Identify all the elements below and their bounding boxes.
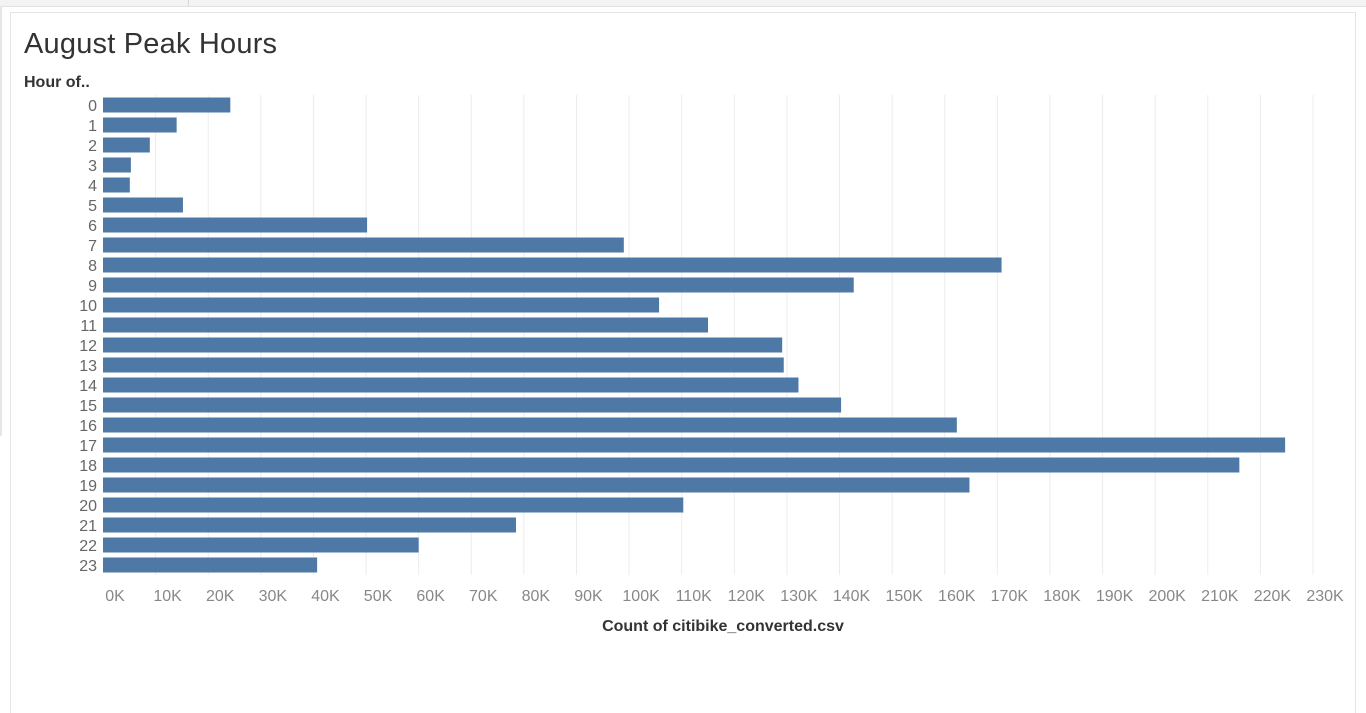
y-tick-label[interactable]: 7 [88, 238, 97, 255]
x-tick-label: 100K [622, 588, 660, 605]
y-tick-label[interactable]: 22 [79, 538, 97, 555]
y-tick-label[interactable]: 1 [88, 118, 97, 135]
y-tick-label[interactable]: 0 [88, 98, 97, 115]
y-tick-label[interactable]: 20 [79, 498, 97, 515]
bar-hour-2[interactable] [103, 137, 150, 153]
bars [103, 97, 1286, 573]
x-tick-label: 200K [1148, 588, 1186, 605]
x-tick-label: 70K [469, 588, 498, 605]
gridlines [155, 95, 1314, 575]
y-tick-label[interactable]: 9 [88, 278, 97, 295]
y-tick-label[interactable]: 21 [79, 518, 97, 535]
bar-hour-22[interactable] [103, 537, 419, 553]
x-tick-label: 140K [833, 588, 871, 605]
bar-hour-23[interactable] [103, 557, 318, 573]
x-tick-label: 230K [1306, 588, 1344, 605]
x-tick-label: 40K [311, 588, 340, 605]
y-tick-label[interactable]: 11 [80, 318, 97, 335]
y-tick-label[interactable]: 15 [79, 398, 97, 415]
x-tick-label: 220K [1254, 588, 1292, 605]
x-tick-label: 180K [1043, 588, 1081, 605]
bar-hour-3[interactable] [103, 157, 131, 173]
y-tick-label[interactable]: 4 [88, 178, 97, 195]
y-tick-label[interactable]: 10 [79, 298, 97, 315]
bar-hour-5[interactable] [103, 197, 183, 213]
top-tab[interactable] [0, 0, 189, 6]
y-tick-label[interactable]: 14 [79, 378, 97, 395]
bar-hour-9[interactable] [103, 277, 854, 293]
bar-hour-7[interactable] [103, 237, 624, 253]
bar-hour-8[interactable] [103, 257, 1002, 273]
bar-hour-4[interactable] [103, 177, 130, 193]
x-tick-label: 120K [728, 588, 766, 605]
x-tick-label: 160K [938, 588, 976, 605]
left-edge [0, 6, 2, 436]
y-tick-label[interactable]: 16 [79, 418, 97, 435]
x-tick-label: 150K [885, 588, 923, 605]
bar-hour-15[interactable] [103, 397, 842, 413]
y-tick-label[interactable]: 6 [88, 218, 97, 235]
x-tick-label: 50K [364, 588, 393, 605]
top-tab-strip [0, 0, 1366, 7]
x-tick-label: 170K [991, 588, 1029, 605]
bar-hour-14[interactable] [103, 377, 799, 393]
chart-title: August Peak Hours [24, 28, 278, 60]
bar-hour-19[interactable] [103, 477, 970, 493]
x-tick-label: 30K [259, 588, 288, 605]
y-axis-title[interactable]: Hour of.. [24, 74, 90, 91]
x-tick-label: 0K [105, 588, 125, 605]
y-tick-label[interactable]: 19 [79, 478, 97, 495]
bar-hour-21[interactable] [103, 517, 516, 533]
y-tick-label[interactable]: 3 [88, 158, 97, 175]
y-tick-label[interactable]: 5 [88, 198, 97, 215]
y-tick-label[interactable]: 8 [88, 258, 97, 275]
y-tick-label[interactable]: 17 [79, 438, 97, 455]
bar-hour-16[interactable] [103, 417, 957, 433]
x-tick-label: 90K [574, 588, 603, 605]
x-tick-label: 210K [1201, 588, 1239, 605]
bar-hour-12[interactable] [103, 337, 783, 353]
bar-hour-6[interactable] [103, 217, 368, 233]
bar-hour-1[interactable] [103, 117, 177, 133]
y-tick-label[interactable]: 23 [79, 558, 97, 575]
y-tick-label[interactable]: 13 [79, 358, 97, 375]
bar-hour-18[interactable] [103, 457, 1240, 473]
x-tick-label: 80K [522, 588, 551, 605]
x-tick-label: 20K [206, 588, 235, 605]
x-tick-label: 10K [153, 588, 182, 605]
y-tick-label[interactable]: 18 [79, 458, 97, 475]
x-tick-label: 110K [676, 588, 713, 605]
bar-hour-11[interactable] [103, 317, 708, 333]
x-tick-label: 60K [416, 588, 445, 605]
y-tick-label[interactable]: 12 [79, 338, 97, 355]
x-tick-label: 190K [1096, 588, 1134, 605]
bar-hour-13[interactable] [103, 357, 784, 373]
bar-hour-10[interactable] [103, 297, 660, 313]
x-tick-label: 130K [780, 588, 818, 605]
bar-hour-0[interactable] [103, 97, 231, 113]
x-axis-ticks: 0K 10K 20K 30K 40K 50K 60K 70K 80K 90K 100K 110K 120… [105, 588, 1344, 605]
y-tick-label[interactable]: 2 [88, 138, 97, 155]
x-axis-title[interactable]: Count of citibike_converted.csv [602, 618, 844, 635]
bar-hour-17[interactable] [103, 437, 1286, 453]
bar-hour-20[interactable] [103, 497, 684, 513]
